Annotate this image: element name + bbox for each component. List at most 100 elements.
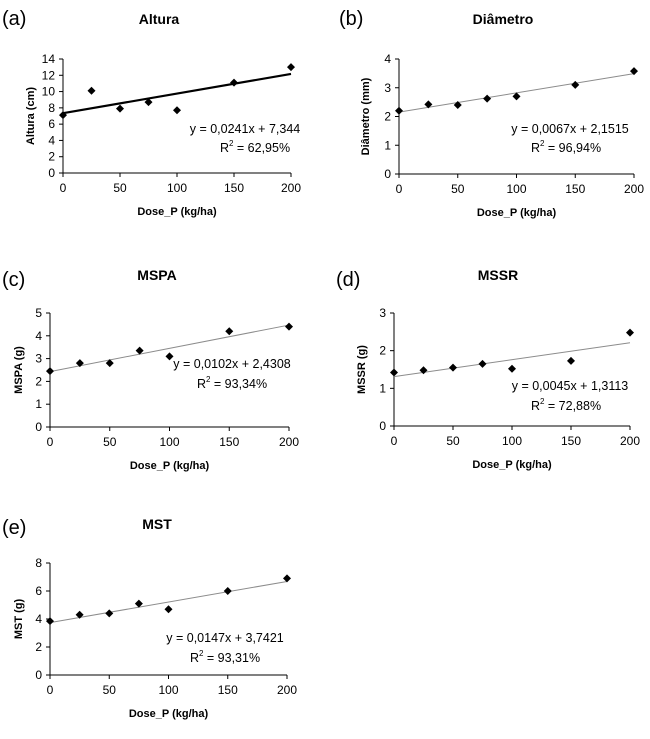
x-axis-title: Dose_P (kg/ha) bbox=[472, 459, 552, 471]
panel-letter: (e) bbox=[2, 517, 26, 539]
chart-panel: (b) Diâmetro 0 1 2 3 4 0 50 100 150 200 Dose_P (kg/h… bbox=[339, 8, 644, 219]
data-point bbox=[46, 367, 54, 376]
data-point bbox=[449, 363, 457, 372]
data-point bbox=[225, 327, 234, 336]
chart-title: MSSR bbox=[478, 267, 518, 283]
x-tick-label: 200 bbox=[281, 181, 301, 195]
y-tick-label: 2 bbox=[35, 374, 42, 388]
panel-letter: (a) bbox=[2, 8, 26, 30]
chart-title: Diâmetro bbox=[473, 11, 534, 27]
x-tick-label: 150 bbox=[218, 683, 238, 697]
y-tick-label: 6 bbox=[48, 117, 55, 131]
y-axis-title: Altura (cm) bbox=[25, 87, 37, 145]
x-tick-label: 50 bbox=[451, 182, 465, 196]
y-tick-label: 1 bbox=[379, 381, 386, 395]
data-point bbox=[508, 364, 516, 373]
trendline bbox=[49, 580, 288, 624]
x-axis-title: Dose_P (kg/ha) bbox=[129, 708, 209, 720]
y-tick-label: 4 bbox=[35, 329, 42, 343]
r-squared-label: R2 = 96,94% bbox=[531, 139, 601, 155]
x-tick-label: 200 bbox=[620, 434, 640, 448]
x-tick-label: 200 bbox=[624, 182, 644, 196]
r-squared-value: = 93,31% bbox=[203, 651, 260, 665]
y-axis-title: MSSR (g) bbox=[356, 345, 368, 394]
data-point bbox=[630, 67, 638, 76]
data-point bbox=[173, 106, 181, 115]
y-tick-label: 2 bbox=[384, 110, 391, 124]
data-point bbox=[165, 352, 174, 361]
r-squared-symbol: R bbox=[190, 651, 199, 665]
y-tick-label: 14 bbox=[42, 52, 56, 66]
data-point bbox=[478, 359, 487, 368]
chart-title: MSPA bbox=[137, 267, 176, 283]
data-point bbox=[135, 346, 144, 355]
r-squared-value: = 72,88% bbox=[544, 399, 601, 413]
data-point bbox=[424, 100, 433, 109]
regression-equation: y = 0,0067x + 2,1515 bbox=[511, 122, 629, 136]
r-squared-exponent: 2 bbox=[199, 649, 204, 658]
y-tick-label: 3 bbox=[35, 352, 42, 366]
x-tick-label: 0 bbox=[391, 434, 398, 448]
x-tick-label: 50 bbox=[446, 434, 460, 448]
y-tick-label: 2 bbox=[48, 150, 55, 164]
chart-title: Altura bbox=[139, 11, 180, 27]
x-tick-label: 150 bbox=[565, 182, 585, 196]
y-tick-label: 2 bbox=[379, 344, 386, 358]
y-tick-label: 4 bbox=[35, 612, 42, 626]
data-point bbox=[453, 101, 462, 109]
chart-panel: (a) Altura 0 2 4 6 8 10 12 14 0 50 100 150 200 Dose_P (… bbox=[2, 8, 301, 218]
x-tick-label: 200 bbox=[277, 683, 297, 697]
r-squared-value: = 96,94% bbox=[544, 141, 601, 155]
y-tick-label: 8 bbox=[48, 101, 55, 115]
data-point bbox=[567, 356, 575, 365]
y-axis-title: Diâmetro (mm) bbox=[360, 77, 372, 155]
y-tick-label: 0 bbox=[35, 668, 42, 682]
r-squared-symbol: R bbox=[531, 399, 540, 413]
y-axis-title: MST (g) bbox=[13, 599, 25, 640]
data-point bbox=[287, 63, 295, 72]
x-tick-label: 150 bbox=[224, 181, 244, 195]
trendline bbox=[62, 72, 292, 115]
x-axis-title: Dose_P (kg/ha) bbox=[477, 207, 557, 219]
y-tick-label: 0 bbox=[35, 420, 42, 434]
x-tick-label: 100 bbox=[159, 435, 179, 449]
regression-equation: y = 0,0045x + 1,3113 bbox=[512, 379, 629, 393]
panel-letter: (d) bbox=[336, 269, 360, 291]
r-squared-exponent: 2 bbox=[540, 139, 545, 148]
y-tick-label: 2 bbox=[35, 640, 42, 654]
x-tick-label: 100 bbox=[502, 434, 522, 448]
x-tick-label: 100 bbox=[158, 683, 178, 697]
x-tick-label: 50 bbox=[113, 181, 127, 195]
data-point bbox=[395, 106, 403, 115]
data-point bbox=[46, 617, 54, 626]
data-point bbox=[626, 328, 634, 337]
r-squared-label: R2 = 62,95% bbox=[220, 139, 290, 155]
x-axis-title: Dose_P (kg/ha) bbox=[137, 206, 217, 218]
x-tick-label: 0 bbox=[47, 435, 54, 449]
x-tick-label: 200 bbox=[279, 435, 299, 449]
y-tick-label: 0 bbox=[48, 166, 55, 180]
x-tick-label: 100 bbox=[506, 182, 526, 196]
y-tick-label: 0 bbox=[379, 419, 386, 433]
data-point bbox=[571, 80, 580, 89]
y-tick-label: 1 bbox=[384, 138, 391, 152]
data-point bbox=[419, 366, 428, 375]
chart-title: MST bbox=[142, 516, 172, 532]
data-point bbox=[116, 104, 124, 113]
trendline bbox=[49, 324, 290, 373]
regression-equation: y = 0,0241x + 7,344 bbox=[190, 122, 301, 136]
y-tick-label: 0 bbox=[384, 167, 391, 181]
x-axis-title: Dose_P (kg/ha) bbox=[130, 460, 210, 472]
data-point bbox=[134, 599, 143, 608]
y-tick-label: 3 bbox=[379, 306, 386, 320]
x-tick-label: 50 bbox=[103, 683, 117, 697]
y-tick-label: 4 bbox=[48, 133, 55, 147]
r-squared-label: R2 = 93,31% bbox=[190, 649, 260, 665]
data-point bbox=[75, 359, 84, 368]
r-squared-symbol: R bbox=[197, 377, 206, 391]
y-tick-label: 3 bbox=[384, 81, 391, 95]
r-squared-exponent: 2 bbox=[229, 139, 234, 148]
r-squared-exponent: 2 bbox=[540, 397, 545, 406]
